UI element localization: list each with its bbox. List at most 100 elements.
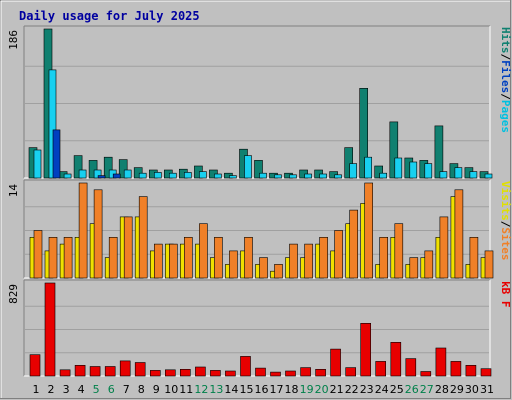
bar-kbytes-day-22 xyxy=(345,367,357,377)
panel-3: 829 kB F xyxy=(7,279,512,377)
bar-files-day-3 xyxy=(63,173,72,179)
bar-kbytes-day-29 xyxy=(450,361,462,377)
bar-sites-day-10 xyxy=(169,243,178,279)
bar-files-day-11 xyxy=(184,172,192,179)
bar-files-day-15 xyxy=(244,155,252,179)
day-label-25: 25 xyxy=(390,383,404,396)
legend-segment: / xyxy=(499,221,512,228)
bar-files-day-30 xyxy=(469,171,478,179)
bar-sites-day-2 xyxy=(48,237,58,279)
bar-sites-day-19 xyxy=(304,243,313,279)
bar-sites-day-29 xyxy=(454,189,464,279)
panel-background xyxy=(24,26,490,178)
bar-kbytes-day-20 xyxy=(315,368,326,377)
legend-segment: Pages xyxy=(499,100,512,133)
bar-kbytes-day-6 xyxy=(104,366,116,377)
bar-kbytes-day-1 xyxy=(29,354,41,377)
bar-sites-day-26 xyxy=(409,257,419,279)
bar-sites-day-30 xyxy=(469,237,479,279)
bar-hits-day-4 xyxy=(73,155,83,179)
bar-sites-day-14 xyxy=(229,250,238,279)
legend-segment: Hits xyxy=(499,27,512,54)
bar-kbytes-day-30 xyxy=(465,364,477,377)
bar-files-day-23 xyxy=(364,156,373,179)
bar-files-day-18 xyxy=(289,174,297,179)
bar-sites-day-16 xyxy=(259,257,268,279)
bar-kbytes-day-14 xyxy=(225,370,236,377)
bar-sites-day-20 xyxy=(319,237,328,279)
day-label-17: 17 xyxy=(270,383,284,396)
bar-kbytes-day-7 xyxy=(119,360,131,377)
bar-hits-day-22 xyxy=(344,147,354,179)
bar-kbytes-day-25 xyxy=(390,341,402,377)
day-label-13: 13 xyxy=(209,383,223,396)
bar-kbytes-day-4 xyxy=(74,364,86,377)
bar-sites-day-24 xyxy=(379,237,389,279)
bar-pages-day-2 xyxy=(52,129,61,179)
bar-hits-day-7 xyxy=(118,159,128,179)
bar-kbytes-day-28 xyxy=(435,347,447,377)
panel-2: 14 Visits/Sites xyxy=(7,179,512,279)
bar-sites-day-9 xyxy=(154,243,163,279)
bar-files-day-4 xyxy=(78,169,87,179)
bar-files-day-22 xyxy=(349,163,358,179)
panel-1-ymax-label: 186 xyxy=(7,30,20,50)
day-label-14: 14 xyxy=(224,383,238,396)
day-label-21: 21 xyxy=(330,383,344,396)
bar-files-day-26 xyxy=(409,161,418,179)
bar-kbytes-day-3 xyxy=(59,369,71,377)
bar-files-day-27 xyxy=(424,163,433,179)
bar-hits-day-24 xyxy=(374,165,384,179)
bar-kbytes-day-27 xyxy=(420,371,432,377)
day-label-4: 4 xyxy=(78,383,85,396)
bar-kbytes-day-26 xyxy=(405,358,417,377)
bar-kbytes-day-23 xyxy=(360,322,372,377)
day-label-7: 7 xyxy=(123,383,130,396)
bar-files-day-24 xyxy=(379,172,388,179)
bar-hits-day-8 xyxy=(133,167,143,179)
day-label-26: 26 xyxy=(405,383,419,396)
bar-files-day-10 xyxy=(169,172,177,179)
bar-files-day-13 xyxy=(214,173,222,179)
legend-segment: Files xyxy=(499,60,512,93)
bar-sites-day-4 xyxy=(78,182,88,279)
day-label-11: 11 xyxy=(179,383,193,396)
bar-kbytes-day-19 xyxy=(300,367,311,377)
day-label-27: 27 xyxy=(420,383,434,396)
day-label-3: 3 xyxy=(63,383,70,396)
bar-sites-day-5 xyxy=(93,189,103,279)
bar-kbytes-day-2 xyxy=(44,282,56,377)
bar-files-day-9 xyxy=(154,172,162,179)
panel-3-ymax-label: 829 xyxy=(7,284,20,304)
day-label-12: 12 xyxy=(194,383,208,396)
bar-kbytes-day-24 xyxy=(375,361,387,377)
bar-kbytes-day-18 xyxy=(285,370,296,377)
bar-files-day-21 xyxy=(334,174,342,179)
bar-files-day-17 xyxy=(274,174,282,179)
day-label-9: 9 xyxy=(153,383,160,396)
day-label-2: 2 xyxy=(48,383,55,396)
bar-hits-day-28 xyxy=(434,125,444,179)
day-label-18: 18 xyxy=(285,383,299,396)
bar-sites-day-8 xyxy=(138,196,148,279)
bar-files-day-1 xyxy=(33,149,42,179)
bar-sites-day-23 xyxy=(364,182,374,279)
bar-files-day-5 xyxy=(93,169,102,179)
bar-hits-day-6 xyxy=(103,156,113,179)
bar-sites-day-12 xyxy=(199,223,208,279)
panel-background xyxy=(24,280,490,376)
bar-kbytes-day-12 xyxy=(195,366,206,377)
bar-sites-day-15 xyxy=(244,237,253,279)
day-label-28: 28 xyxy=(435,383,449,396)
bar-sites-day-18 xyxy=(289,243,298,279)
day-label-22: 22 xyxy=(345,383,359,396)
bar-files-day-19 xyxy=(304,173,312,179)
bar-sites-day-21 xyxy=(334,230,343,279)
bar-files-day-29 xyxy=(454,167,463,179)
bar-hits-day-5 xyxy=(88,160,98,179)
bar-kbytes-day-15 xyxy=(240,356,251,377)
legend-segment: / xyxy=(499,93,512,100)
bar-kbytes-day-21 xyxy=(330,348,341,377)
bar-kbytes-day-16 xyxy=(255,367,266,377)
